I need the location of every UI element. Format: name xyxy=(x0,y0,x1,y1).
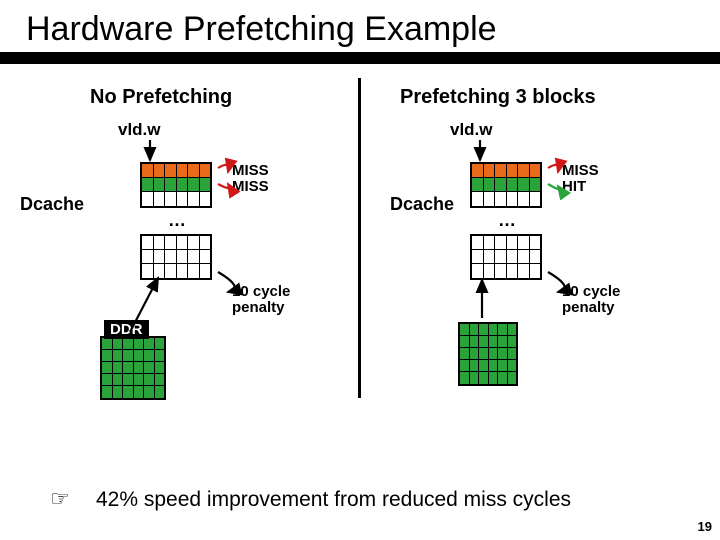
right-cache-top xyxy=(470,162,542,208)
pointer-hand-icon: ☞ xyxy=(50,486,70,512)
right-cache-bottom xyxy=(470,234,542,280)
right-small-memory-block xyxy=(458,322,518,386)
left-penalty-label: 10 cyclepenalty xyxy=(232,284,290,316)
left-miss-label: MISSMISS xyxy=(232,163,269,195)
right-ellipsis: … xyxy=(498,210,516,231)
page-number: 19 xyxy=(698,519,712,534)
left-cache-top xyxy=(140,162,212,208)
right-column-header: Prefetching 3 blocks xyxy=(400,86,596,109)
right-dcache-label: Dcache xyxy=(390,194,454,215)
slide-title: Hardware Prefetching Example xyxy=(0,0,720,59)
center-divider xyxy=(358,78,361,398)
left-ellipsis: … xyxy=(168,210,186,231)
right-vld-label: vld.w xyxy=(450,120,493,140)
ddr-memory-block xyxy=(100,336,166,400)
right-miss-label: MISSHIT xyxy=(562,163,599,195)
left-dcache-label: Dcache xyxy=(20,194,84,215)
ddr-label: DDR xyxy=(104,320,149,339)
title-underline xyxy=(0,52,720,64)
left-cache-bottom xyxy=(140,234,212,280)
left-vld-label: vld.w xyxy=(118,120,161,140)
right-penalty-label: 10 cyclepenalty xyxy=(562,284,620,316)
summary-text: 42% speed improvement from reduced miss … xyxy=(96,488,571,512)
left-column-header: No Prefetching xyxy=(90,86,232,109)
content-area: No Prefetching Prefetching 3 blocks vld.… xyxy=(0,64,720,540)
